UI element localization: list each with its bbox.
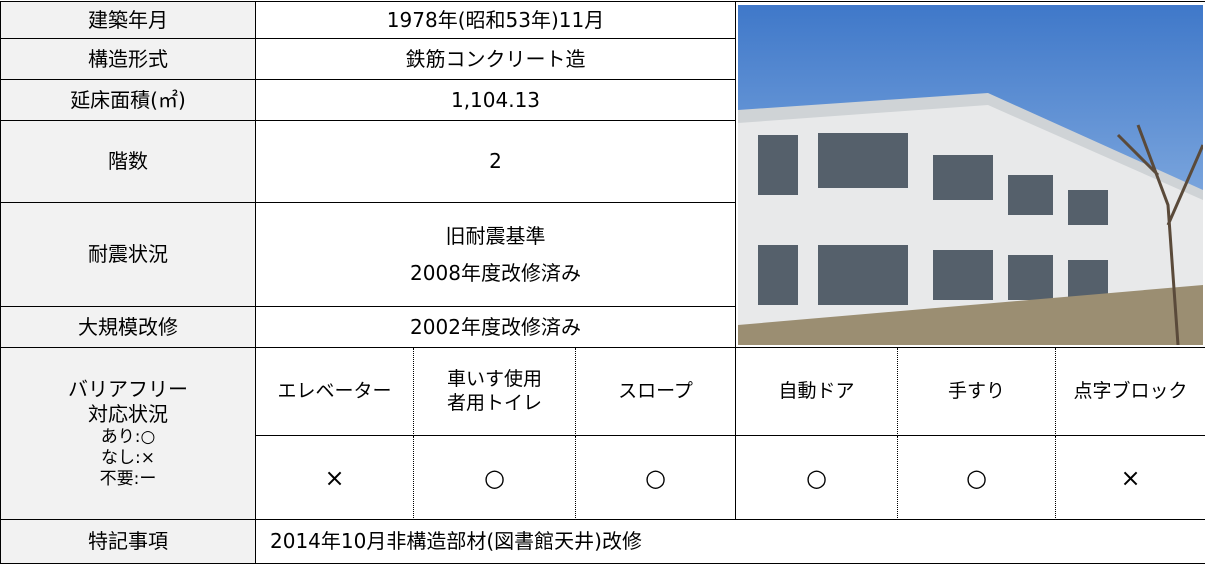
row-value: 鉄筋コンクリート造 [256, 39, 736, 80]
value-text: 1,104.13 [450, 87, 541, 112]
header-text: 車いす使用 [446, 367, 542, 390]
header-text: 手すり [947, 379, 1005, 402]
value-text: 2 [489, 149, 502, 173]
barrier-header: 手すり [898, 348, 1056, 436]
mark-text: × [1120, 463, 1141, 492]
row-label: 延床面積(㎡) [0, 80, 256, 121]
row-value: 2002年度改修済み [256, 307, 736, 348]
notes-value: 2014年10月非構造部材(図書館天井)改修 [256, 520, 1205, 564]
label-text: 構造形式 [88, 46, 168, 71]
row-value: 2 [256, 121, 736, 203]
mark-text: ○ [645, 463, 666, 492]
barrier-value: × [1056, 436, 1205, 520]
barrier-value: ○ [898, 436, 1056, 520]
mark-text: ○ [966, 463, 987, 492]
barrier-header: 車いす使用 者用トイレ [414, 348, 576, 436]
label-text: 建築年月 [88, 7, 168, 32]
label-text: あり:○ [100, 426, 156, 447]
label-text: 耐震状況 [88, 242, 168, 266]
row-label: 大規模改修 [0, 307, 256, 348]
header-text: 自動ドア [778, 379, 855, 402]
value-text: 旧耐震基準 [445, 223, 546, 248]
mark-text: × [324, 463, 345, 492]
building-photo [738, 4, 1203, 345]
header-text: 者用トイレ [446, 391, 542, 414]
mark-text: ○ [806, 463, 827, 492]
label-text: 延床面積(㎡) [70, 87, 186, 112]
label-text: なし:× [101, 447, 155, 468]
notes-label: 特記事項 [0, 520, 256, 564]
label-text: 対応状況 [88, 401, 168, 426]
value-text: 鉄筋コンクリート造 [405, 46, 586, 71]
row-label: 階数 [0, 121, 256, 203]
value-text: 1978年(昭和53年)11月 [386, 7, 605, 32]
label-text: 大規模改修 [78, 314, 178, 339]
row-label: 建築年月 [0, 1, 256, 39]
label-text: 階数 [108, 149, 148, 173]
value-text: 2002年度改修済み [410, 314, 581, 339]
photo-cell [736, 1, 1205, 348]
row-value: 1,104.13 [256, 80, 736, 121]
label-text: 特記事項 [88, 529, 168, 553]
row-label: 構造形式 [0, 39, 256, 80]
row-value: 1978年(昭和53年)11月 [256, 1, 736, 39]
label-text: バリアフリー [68, 376, 188, 401]
header-text: 点字ブロック [1073, 379, 1188, 402]
barrier-header: 点字ブロック [1056, 348, 1205, 436]
barrier-header: スロープ [576, 348, 736, 436]
barrier-value: ○ [736, 436, 898, 520]
mark-text: ○ [484, 463, 505, 492]
barrier-header: エレベーター [256, 348, 414, 436]
label-text: 不要:ー [99, 469, 157, 490]
value-text: 2008年度改修済み [410, 260, 581, 285]
header-text: エレベーター [277, 379, 392, 402]
barrier-value: ○ [414, 436, 576, 520]
header-text: スロープ [618, 379, 693, 402]
value-text: 2014年10月非構造部材(図書館天井)改修 [270, 529, 642, 553]
barrier-value: × [256, 436, 414, 520]
row-value: 旧耐震基準 2008年度改修済み [256, 203, 736, 307]
barrier-value: ○ [576, 436, 736, 520]
barrier-label: バリアフリー 対応状況 あり:○ なし:× 不要:ー [0, 348, 256, 520]
row-label: 耐震状況 [0, 203, 256, 307]
barrier-header: 自動ドア [736, 348, 898, 436]
